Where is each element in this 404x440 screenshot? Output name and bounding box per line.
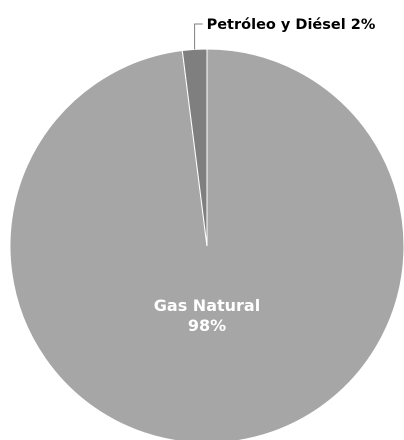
- leader-line-petr-leo-y-di-sel: [194, 23, 203, 50]
- slice-label-petr-leo-y-di-sel: Petróleo y Diésel 2%: [207, 17, 376, 33]
- slice-label-gas-natural: Gas Natural: [154, 296, 260, 315]
- pie-slice-gas-natural: [9, 48, 404, 440]
- pie-slices: [9, 48, 404, 440]
- slice-value-label-gas-natural: 98%: [188, 316, 226, 335]
